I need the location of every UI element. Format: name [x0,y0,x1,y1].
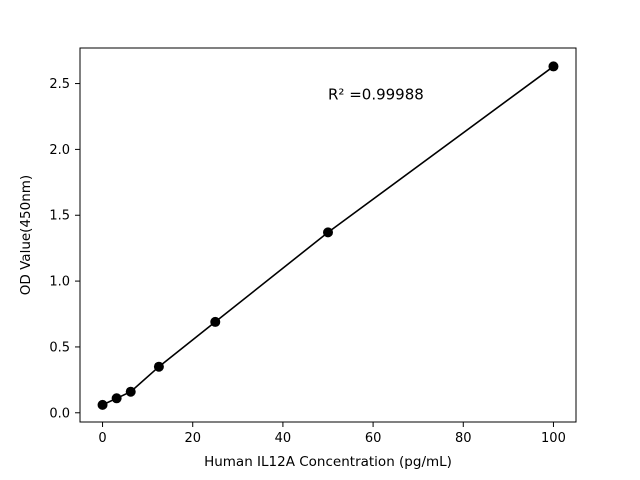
data-point [111,393,122,404]
x-tick-label: 20 [184,431,201,446]
x-tick-label: 80 [455,431,472,446]
data-point [125,386,136,397]
y-tick-label: 2.5 [49,77,70,92]
y-tick-label: 0.0 [49,406,70,421]
y-tick-label: 0.5 [49,340,70,355]
y-tick-label: 1.0 [49,275,70,290]
data-point [548,61,559,72]
plot-area-border [79,47,577,423]
data-point [97,399,108,410]
y-tick-label: 2.0 [49,143,70,158]
data-point [210,316,221,327]
data-point [153,361,164,372]
x-tick-label: 60 [365,431,382,446]
x-axis-label: Human IL12A Concentration (pg/mL) [204,454,452,470]
x-tick-label: 0 [98,431,106,446]
data-point [323,227,333,238]
y-tick-label: 1.5 [49,209,70,224]
x-tick-label: 40 [275,431,292,446]
x-tick-label: 100 [541,431,566,446]
r-squared-annotation: R² =0.99988 [328,85,424,103]
chart-generated-layer: 0 20 40 60 80 100 0.0 0.5 1.0 1.5 2.0 2.5 [49,61,566,446]
y-axis-label: OD Value(450nm) [18,175,34,295]
